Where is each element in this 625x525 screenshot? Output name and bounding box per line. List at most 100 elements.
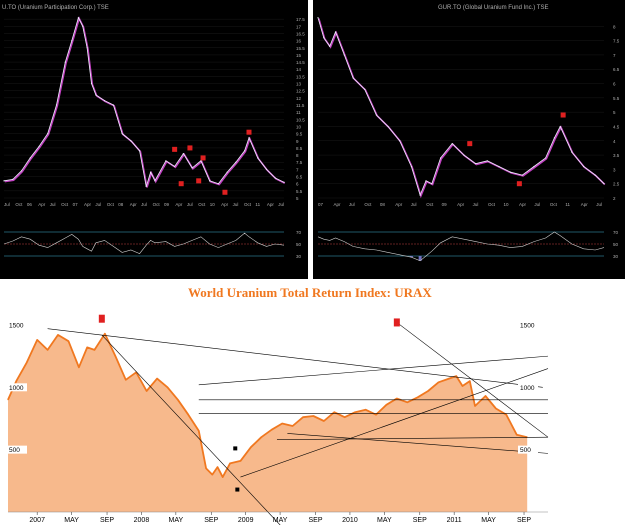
gur-to-price-point <box>559 125 561 128</box>
urax-x-tick-label: SEP <box>517 517 531 524</box>
urax-trendline <box>276 436 549 440</box>
gur-to-price-point <box>329 45 331 47</box>
gur-to-x-tick-label: Oct <box>550 202 558 207</box>
u-to-price-point <box>64 61 66 63</box>
u-to-x-tick-label: Apr <box>130 202 138 207</box>
urax-y-tick-box <box>7 320 27 329</box>
urax-price-point <box>281 422 283 424</box>
gur-to-price-point <box>451 143 453 145</box>
gur-to-price-point <box>553 137 555 139</box>
urax-x-tick-label: MAY <box>64 517 79 524</box>
u-to-price-point <box>145 185 147 188</box>
urax-price-point <box>323 420 325 422</box>
urax-x-tick-label: 2010 <box>342 517 358 524</box>
u-to-y-tick-label: 8.5 <box>296 146 303 151</box>
gur-to-price-shadow <box>318 18 606 199</box>
u-to-title: U.TO (Uranium Participation Corp.) TSE <box>2 5 109 11</box>
urax-price-point <box>239 460 241 462</box>
urax-x-tick-label: 2011 <box>447 517 462 524</box>
u-to-price-point <box>182 153 184 155</box>
u-to-x-tick-label: Jul <box>141 202 147 207</box>
gur-to-price-background <box>313 0 625 200</box>
u-to-rsi-line <box>3 232 285 254</box>
u-to-price-point <box>200 160 202 162</box>
gur-to-price-point <box>510 171 512 173</box>
u-to-price-point <box>217 183 219 185</box>
urax-trendline <box>287 433 549 454</box>
gur-to-x-tick-label: Jul <box>411 202 417 207</box>
gur-to-x-tick-label: Apr <box>581 202 589 207</box>
gur-to-y-tick-label: 7 <box>613 53 616 58</box>
urax-price-point <box>47 349 49 351</box>
urax-price-point <box>78 366 80 368</box>
u-to-price-point <box>226 171 228 173</box>
urax-price-point <box>375 414 377 416</box>
urax-price-point <box>312 415 314 417</box>
urax-price-point <box>396 398 398 400</box>
gur-to-x-tick-label: Apr <box>519 202 527 207</box>
gur-to-x-tick-label: Jul <box>349 202 355 207</box>
u-to-y-tick-label: 12.5 <box>296 89 305 94</box>
u-to-x-tick-label: Apr <box>175 202 183 207</box>
u-to-y-tick-label: 7.5 <box>296 160 303 165</box>
urax-x-tick-label: 2008 <box>134 517 150 524</box>
urax-price-point <box>26 361 28 363</box>
u-to-price-point <box>191 167 193 169</box>
urax-trendline <box>47 328 543 388</box>
gur-to-price-point <box>375 114 377 116</box>
urax-x-tick-label: SEP <box>100 517 114 524</box>
gur-to-rsi-level-label: 70 <box>613 230 619 235</box>
gur-to-price-line <box>317 17 605 197</box>
urax-trendline <box>198 355 549 386</box>
urax-y-tick-label: 1500 <box>520 322 535 329</box>
u-to-x-tick-label: Jul <box>278 202 284 207</box>
urax-price-point <box>222 476 224 478</box>
u-to-price-point <box>77 17 79 19</box>
u-to-y-tick-label: 13.5 <box>296 74 305 79</box>
u-to-x-tick-label: Oct <box>61 202 69 207</box>
u-to-price-point <box>104 100 106 102</box>
u-to-price-point <box>29 157 31 159</box>
urax-trendline <box>101 334 281 525</box>
u-to-price-point <box>283 181 285 183</box>
u-to-price-shadow <box>4 16 286 188</box>
gur-to-price-point <box>399 140 401 142</box>
urax-price-point <box>36 339 38 341</box>
u-to-xaxis-strip <box>0 200 308 209</box>
gur-to-red-marker <box>560 112 566 118</box>
u-to-x-tick-label: Jul <box>50 202 56 207</box>
u-to-red-marker <box>246 129 252 135</box>
u-to-y-tick-label: 17 <box>296 24 302 29</box>
gur-to-price-point <box>474 163 477 165</box>
u-to-y-tick-label: 5 <box>296 196 299 201</box>
gur-to-x-tick-label: Oct <box>488 202 496 207</box>
u-to-y-tick-label: 10.5 <box>296 117 305 122</box>
urax-anchor-point <box>233 446 238 451</box>
urax-price-point <box>455 375 457 377</box>
u-to-x-tick-label: Apr <box>84 202 92 207</box>
u-to-y-tick-label: 16.5 <box>296 31 305 36</box>
u-to-x-tick-label: 08 <box>118 202 124 207</box>
urax-y-tick-label: 1000 <box>9 385 24 392</box>
urax-area-fill <box>8 333 528 512</box>
urax-trendline <box>396 322 549 438</box>
gur-to-price-point <box>425 180 427 182</box>
urax-y-tick-label: 500 <box>520 447 531 454</box>
urax-price-point <box>333 411 335 413</box>
urax-y-tick-label: 500 <box>9 447 20 454</box>
u-to-price-point <box>235 161 237 163</box>
u-to-y-tick-label: 17.5 <box>296 17 305 22</box>
urax-price-point <box>198 430 200 432</box>
u-to-price-point <box>55 104 58 106</box>
gur-to-xaxis-strip <box>313 200 625 209</box>
urax-price-point <box>104 333 106 335</box>
urax-y-tick-box <box>7 445 27 454</box>
gur-to-price-point <box>486 160 488 162</box>
gur-to-price-point <box>387 125 389 128</box>
gur-to-rsi-level-label: 50 <box>613 242 619 247</box>
u-to-x-tick-label: 07 <box>73 202 79 207</box>
urax-price-point <box>125 379 127 381</box>
urax-price-point <box>146 390 148 392</box>
urax-y-tick-box <box>518 445 538 454</box>
urax-price-point <box>302 416 304 418</box>
